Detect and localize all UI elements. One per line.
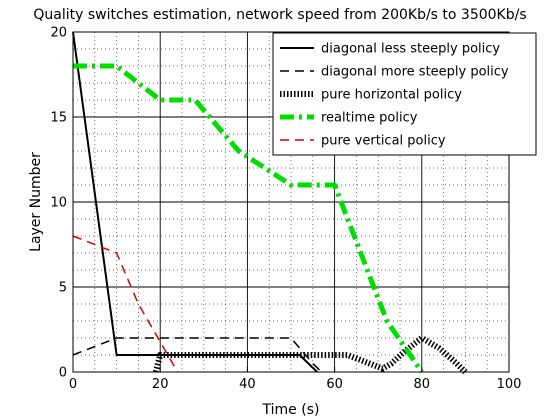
y-tick-label: 15 xyxy=(50,111,67,126)
x-tick-label: 60 xyxy=(326,377,343,392)
series-line-4 xyxy=(73,63,424,374)
x-tick-label: 100 xyxy=(497,377,522,392)
x-axis-label: Time (s) xyxy=(262,402,320,418)
series-line-3 xyxy=(152,335,468,375)
legend-box xyxy=(272,32,537,156)
x-tick-label: 40 xyxy=(239,377,256,392)
legend: diagonal less steeply policy diagonal mor… xyxy=(272,32,537,156)
y-axis-label: Layer Number xyxy=(28,152,44,252)
legend-label-4: realtime policy xyxy=(321,111,418,126)
y-tick-label: 10 xyxy=(50,196,67,211)
series-lines xyxy=(72,31,468,375)
x-tick-label: 80 xyxy=(414,377,431,392)
y-tick-label: 0 xyxy=(59,366,67,381)
x-tick-label: 20 xyxy=(152,377,169,392)
y-tick-label: 20 xyxy=(50,26,67,41)
legend-label-1: diagonal less steeply policy xyxy=(321,42,500,57)
legend-label-2: diagonal more steeply policy xyxy=(321,65,509,80)
y-tick-label: 5 xyxy=(59,281,67,296)
legend-label-5: pure vertical policy xyxy=(321,134,446,149)
x-tick-label: 0 xyxy=(69,377,77,392)
series-line-5 xyxy=(72,235,179,373)
axis-ticks: 0 20 40 60 80 100 0 5 10 15 20 xyxy=(50,26,521,393)
chart-title: Quality switches estimation, network spe… xyxy=(33,7,526,23)
legend-label-3: pure horizontal policy xyxy=(321,88,462,103)
series-line-2 xyxy=(72,337,323,373)
